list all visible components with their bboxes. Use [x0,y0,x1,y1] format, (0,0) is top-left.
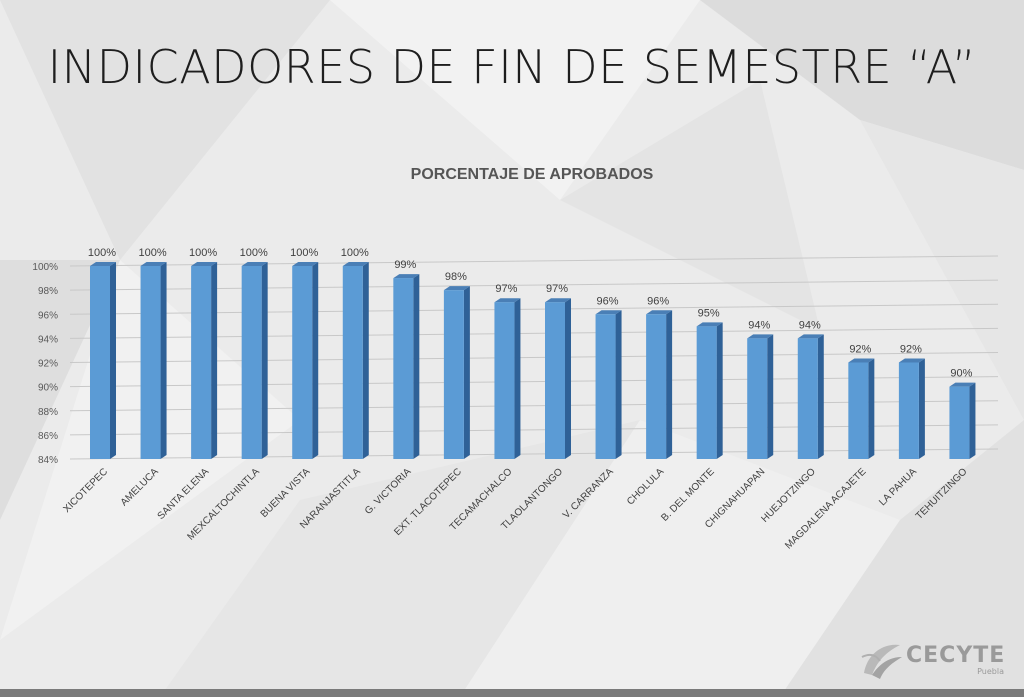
bar [848,358,875,459]
gridline [69,400,999,412]
bottom-bar [0,689,1024,697]
bar [191,262,218,459]
data-label: 99% [394,259,416,271]
data-label: 92% [900,344,922,356]
x-tick-label: TEHUITZINGO [914,466,970,522]
gridline [69,327,999,339]
bar [342,262,369,459]
data-label: 98% [445,271,467,283]
cecyte-logo: CECYTE Puebla [858,637,1008,681]
x-tick-label: SANTA ELENA [156,466,212,522]
data-label: 96% [647,295,669,307]
bar [747,334,774,459]
slide-title: INDICADORES DE FIN DE SEMESTRE “A” [47,40,977,94]
y-tick-label: 86% [38,431,58,442]
bar [241,262,268,459]
logo-subtitle: Puebla [977,667,1004,676]
y-tick-label: 100% [32,262,58,273]
bar [595,310,622,459]
bar [545,298,571,459]
data-label: 94% [799,319,821,331]
data-label: 100% [341,247,369,259]
data-label: 97% [495,283,517,295]
gridline [69,279,999,291]
data-label: 94% [748,319,770,331]
gridline [69,424,999,436]
bar [393,274,420,459]
x-tick-label: XICOTEPEC [61,466,110,515]
data-label: 92% [849,344,871,356]
bar [898,358,925,459]
bar [949,382,976,459]
x-tick-label: G. VICTORIA [363,466,414,517]
gridline [69,352,999,363]
x-tick-label: MAGDALENA ACAJETE [783,466,868,551]
y-tick-label: 84% [38,455,58,466]
data-label: 95% [698,307,720,319]
data-label: 100% [138,247,166,259]
bar [494,298,521,459]
chart-title: PORCENTAJE DE APROBADOS [411,166,654,183]
y-tick-label: 96% [38,310,58,321]
y-tick-label: 92% [38,359,58,370]
bar [140,262,167,459]
x-tick-label: BUENA VISTA [259,466,313,520]
y-tick-label: 90% [38,383,58,394]
x-tick-label: V. CARRANZA [561,466,616,521]
data-label: 100% [240,247,268,259]
bar [646,310,673,459]
data-label: 96% [597,295,619,307]
x-tick-label: B. DEL MONTE [659,466,717,524]
x-tick-label: HUEJOTZINGO [759,466,818,525]
gridline [69,303,999,315]
logo-name: CECYTE [906,643,1006,668]
gridline [69,376,999,388]
data-label: 100% [88,247,116,259]
bar [443,286,470,459]
y-tick-label: 88% [38,407,58,418]
x-tick-label: LA PAHUA [877,466,919,508]
gridline [69,255,999,267]
gridline [69,448,999,460]
bar [90,262,116,459]
data-label: 100% [290,247,318,259]
cecyte-leaf-logo-icon [861,644,902,679]
x-tick-label: AMELUCA [119,466,161,508]
bar [292,262,319,459]
data-label: 100% [189,247,217,259]
data-label: 90% [950,368,972,380]
bar [696,322,723,459]
bar [797,334,824,459]
data-label: 97% [546,283,568,295]
y-tick-label: 98% [38,286,58,297]
y-tick-label: 94% [38,334,58,345]
x-tick-label: CHOLULA [625,466,666,507]
